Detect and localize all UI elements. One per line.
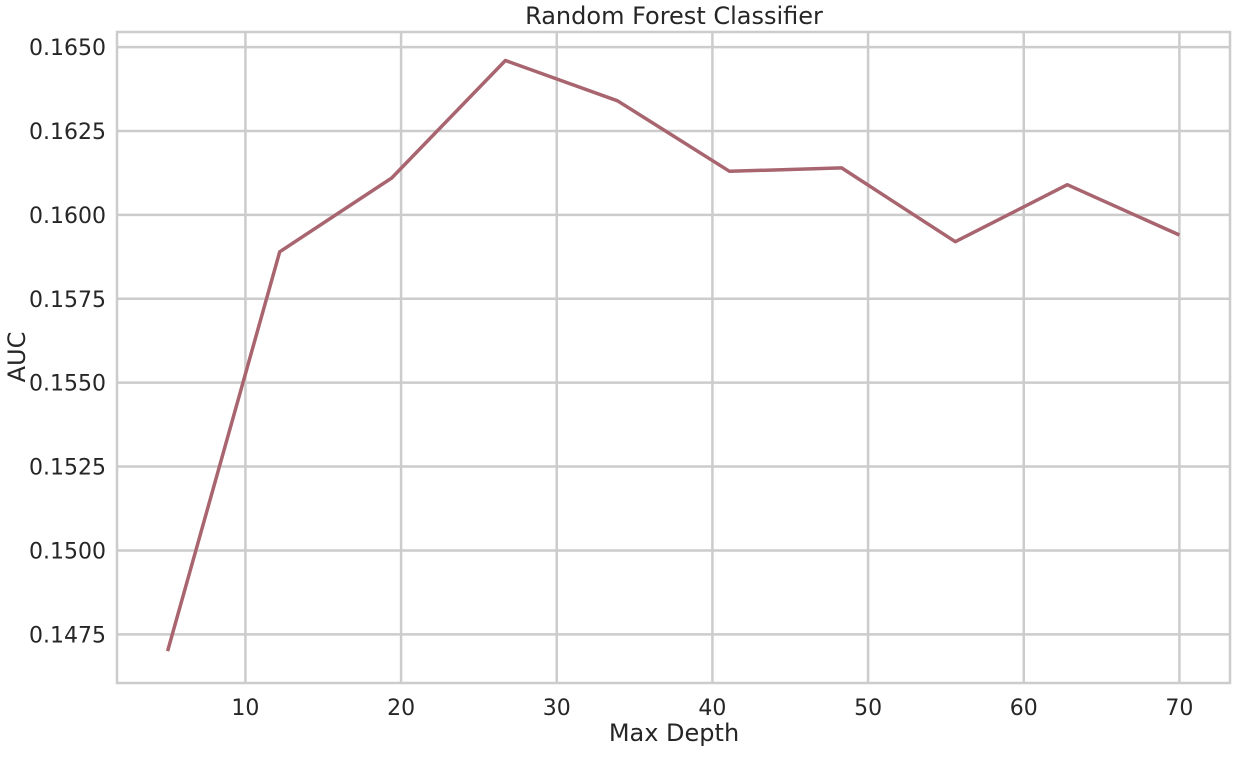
x-tick-label: 60: [1010, 696, 1038, 721]
x-tick-label: 70: [1165, 696, 1193, 721]
y-tick-label: 0.1650: [29, 36, 106, 61]
plot-frame: [117, 32, 1230, 683]
series: [167, 60, 1179, 651]
x-tick-label: 40: [698, 696, 726, 721]
series-line: [168, 61, 1180, 652]
y-tick-label: 0.1575: [29, 288, 106, 313]
grid: [117, 32, 1230, 683]
y-tick-label: 0.1475: [29, 623, 106, 648]
tick-labels: 10 20 30 40 50 60 70 0.1475 0.1500 0.1525 0.1550 0.…: [29, 36, 1193, 721]
x-axis-label: Max Depth: [609, 719, 739, 747]
y-tick-label: 0.1600: [29, 204, 106, 229]
y-tick-label: 0.1550: [29, 372, 106, 397]
x-tick-label: 50: [854, 696, 882, 721]
y-tick-label: 0.1500: [29, 539, 106, 564]
chart-title: Random Forest Classifier: [525, 2, 823, 30]
x-tick-label: 20: [387, 696, 415, 721]
y-tick-label: 0.1625: [29, 120, 106, 145]
y-tick-label: 0.1525: [29, 456, 106, 481]
x-tick-label: 30: [543, 696, 571, 721]
x-tick-label: 10: [231, 696, 259, 721]
y-axis-label: AUC: [3, 332, 31, 383]
